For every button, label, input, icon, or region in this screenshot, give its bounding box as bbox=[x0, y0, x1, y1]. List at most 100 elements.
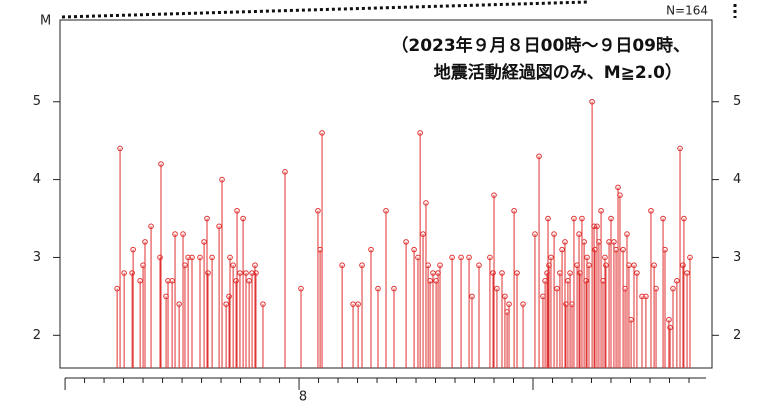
stem-marker bbox=[666, 316, 672, 323]
stem-marker bbox=[240, 215, 246, 222]
event-stem bbox=[223, 301, 229, 368]
stem-marker bbox=[634, 270, 640, 276]
event-stem bbox=[651, 262, 657, 368]
event-stem bbox=[620, 246, 626, 368]
event-stem bbox=[430, 270, 436, 368]
event-stem bbox=[628, 316, 634, 368]
stem-marker bbox=[142, 239, 148, 245]
event-stem bbox=[226, 293, 232, 368]
stem-marker bbox=[469, 293, 475, 300]
stem-marker bbox=[185, 254, 191, 261]
stem-marker bbox=[511, 207, 517, 214]
stem-marker bbox=[466, 254, 472, 261]
stem-marker bbox=[243, 270, 249, 276]
stem-marker bbox=[458, 254, 464, 261]
stem-marker bbox=[383, 207, 389, 214]
event-stem bbox=[571, 215, 577, 368]
stem-marker bbox=[223, 301, 229, 307]
event-stem bbox=[339, 262, 345, 368]
title: （2023年９月８日00時～９日09時、 bbox=[391, 35, 690, 56]
stem-marker bbox=[548, 254, 554, 261]
event-stem bbox=[355, 301, 361, 368]
event-stem bbox=[562, 239, 568, 368]
event-stem bbox=[243, 270, 249, 368]
y-tick-label: 4 bbox=[733, 172, 741, 187]
event-stem bbox=[158, 161, 164, 368]
event-stem bbox=[586, 262, 592, 368]
stem-marker bbox=[494, 285, 500, 292]
stem-marker bbox=[591, 223, 597, 230]
stem-marker bbox=[226, 293, 232, 300]
event-stem bbox=[494, 285, 500, 368]
stem-marker bbox=[219, 176, 225, 183]
event-stem bbox=[205, 270, 211, 368]
stem-marker bbox=[227, 254, 233, 261]
stem-marker bbox=[427, 278, 433, 284]
event-stem bbox=[237, 270, 243, 368]
event-stem bbox=[551, 231, 557, 368]
stem-marker bbox=[411, 246, 417, 253]
stem-marker bbox=[667, 324, 673, 331]
stem-marker bbox=[499, 270, 505, 276]
event-stem bbox=[611, 239, 617, 368]
event-stem bbox=[368, 246, 374, 368]
event-stem bbox=[589, 98, 595, 368]
x-tick-label: 8 bbox=[299, 390, 307, 405]
event-stem bbox=[583, 278, 589, 368]
event-stem bbox=[476, 262, 482, 368]
event-stem bbox=[466, 254, 472, 368]
stem-marker bbox=[584, 254, 590, 261]
stem-marker bbox=[234, 207, 240, 214]
event-stem bbox=[548, 254, 554, 368]
stem-marker bbox=[204, 215, 210, 222]
event-stem bbox=[246, 278, 252, 368]
stem-marker bbox=[670, 285, 676, 292]
event-stem bbox=[514, 270, 520, 368]
stem-marker bbox=[567, 270, 573, 276]
stem-marker bbox=[583, 278, 589, 284]
y-tick-label: 3 bbox=[33, 250, 41, 265]
event-stem bbox=[502, 293, 508, 368]
event-stem bbox=[667, 324, 673, 368]
stem-marker bbox=[137, 278, 143, 284]
event-stem bbox=[121, 270, 127, 368]
event-stem bbox=[375, 285, 381, 368]
stem-marker bbox=[631, 262, 637, 269]
event-stem bbox=[666, 316, 672, 368]
stem-marker bbox=[660, 215, 666, 222]
stem-marker bbox=[615, 184, 621, 191]
stem-marker bbox=[282, 169, 288, 175]
stem-marker bbox=[562, 239, 568, 245]
stem-marker bbox=[611, 239, 617, 245]
event-stem bbox=[687, 254, 693, 368]
stem-marker bbox=[449, 254, 455, 261]
event-stem bbox=[681, 215, 687, 368]
event-stem bbox=[631, 262, 637, 368]
event-stem bbox=[172, 231, 178, 368]
event-stem bbox=[319, 130, 325, 368]
stem-marker bbox=[233, 278, 239, 284]
event-stem bbox=[660, 215, 666, 368]
stem-marker bbox=[359, 262, 365, 269]
event-stem bbox=[615, 184, 621, 368]
stem-marker bbox=[121, 270, 127, 276]
event-stem bbox=[608, 215, 614, 368]
stem-marker bbox=[129, 270, 135, 276]
stem-marker bbox=[545, 215, 551, 222]
event-stem bbox=[603, 262, 609, 368]
event-stem bbox=[584, 254, 590, 368]
stem-marker bbox=[148, 223, 154, 230]
y-tick-label: 4 bbox=[33, 172, 41, 187]
event-stem bbox=[624, 231, 630, 368]
event-stem bbox=[130, 246, 136, 368]
event-stem bbox=[559, 246, 565, 368]
stem-marker bbox=[165, 278, 171, 284]
stem-marker bbox=[674, 278, 680, 284]
stem-marker bbox=[576, 231, 582, 237]
stem-marker bbox=[648, 207, 654, 214]
event-stem bbox=[204, 215, 210, 368]
stem-marker bbox=[628, 316, 634, 323]
stem-marker bbox=[536, 153, 542, 160]
